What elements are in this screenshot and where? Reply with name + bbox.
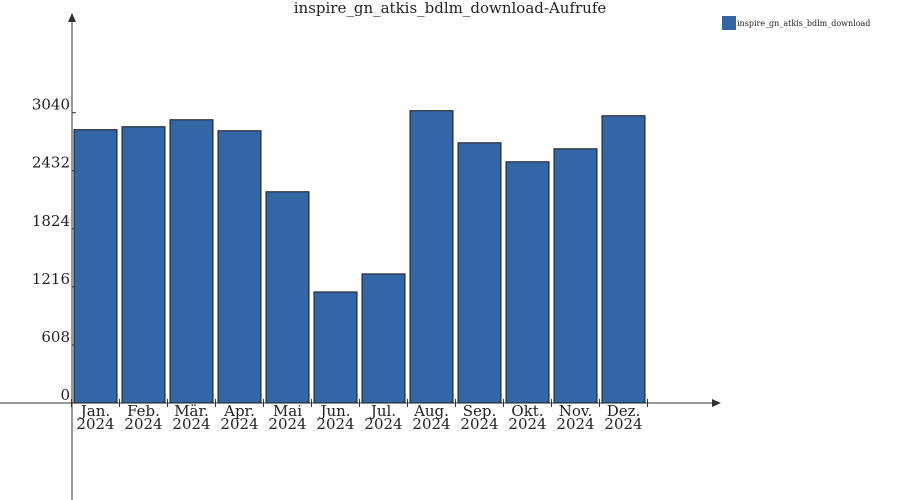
x-tick-label: 2024: [172, 415, 210, 433]
x-tick-label: Jan.: [79, 402, 110, 420]
bar: [601, 115, 646, 404]
x-tick-label: Mär.: [174, 402, 209, 420]
y-tick-label: 3040: [32, 96, 70, 114]
x-tick-label: 2024: [364, 415, 402, 433]
x-tick-label: 2024: [220, 415, 258, 433]
chart-title: inspire_gn_atkis_bdlm_download-Aufrufe: [294, 0, 607, 17]
x-axis-arrow: [712, 399, 721, 407]
x-tick-label: 2024: [316, 415, 354, 433]
x-tick-label: 2024: [412, 415, 450, 433]
bar: [169, 119, 214, 404]
x-tick-label: Mai: [273, 402, 302, 420]
bar: [265, 191, 310, 404]
y-tick-label: 1216: [32, 270, 70, 288]
y-tick-label: 2432: [32, 154, 70, 172]
x-tick-label: Apr.: [223, 402, 255, 420]
x-tick-label: 2024: [508, 415, 546, 433]
bar: [553, 148, 598, 404]
x-tick-label: Aug.: [413, 402, 449, 420]
bar: [361, 273, 406, 404]
bar: [217, 130, 262, 404]
x-tick-label: 2024: [76, 415, 114, 433]
x-tick-label: Dez.: [607, 402, 641, 420]
y-axis-arrow: [68, 13, 76, 22]
y-tick-label: 0: [60, 386, 70, 404]
bar: [457, 142, 502, 404]
legend-label: inspire_gn_atkis_bdlm_download: [737, 19, 870, 28]
bar: [505, 161, 550, 404]
bar: [409, 110, 454, 404]
x-tick-label: Jun.: [318, 402, 350, 420]
x-tick-label: 2024: [124, 415, 162, 433]
x-tick-label: Nov.: [559, 402, 593, 420]
x-tick-label: 2024: [556, 415, 594, 433]
y-tick-label: 608: [41, 328, 70, 346]
bar: [73, 129, 118, 404]
bar: [121, 126, 166, 404]
x-tick-label: 2024: [460, 415, 498, 433]
y-tick-label: 1824: [32, 212, 70, 230]
x-tick-label: Sep.: [463, 402, 497, 420]
x-tick-label: Jul.: [369, 402, 396, 420]
bar: [313, 291, 358, 404]
legend-swatch: [722, 16, 736, 30]
x-tick-label: 2024: [268, 415, 306, 433]
x-tick-label: Okt.: [511, 402, 543, 420]
x-tick-label: 2024: [604, 415, 642, 433]
x-tick-label: Feb.: [127, 402, 160, 420]
